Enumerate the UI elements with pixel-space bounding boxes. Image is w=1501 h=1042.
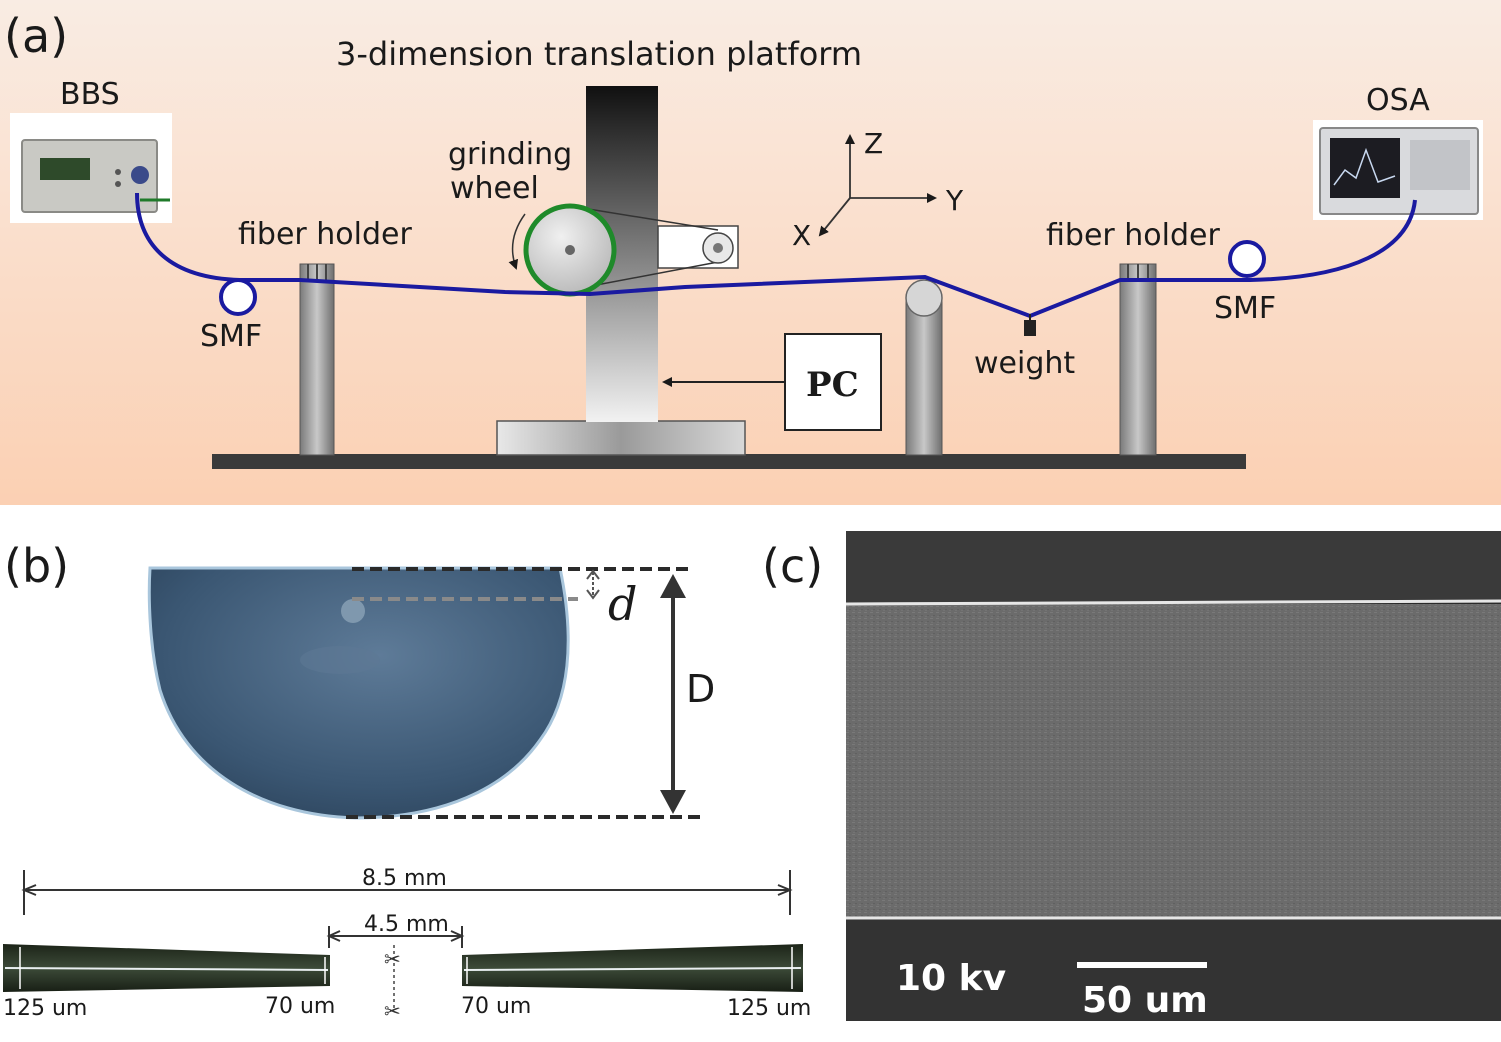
left-waist-diameter-label: 70 um	[265, 994, 335, 1019]
smf-left-label: SMF	[200, 319, 262, 354]
sem-bottom-background	[846, 920, 1501, 1021]
weight-label: weight	[974, 346, 1075, 381]
left-end-diameter-label: 125 um	[3, 996, 87, 1021]
sem-scale-label: 50 um	[1082, 980, 1208, 1021]
fiber-holder-right	[1119, 263, 1157, 456]
pc-label: PC	[806, 365, 859, 405]
sem-top-background	[846, 531, 1501, 603]
sem-surface-tone	[846, 604, 1501, 918]
taper-right-core	[463, 967, 802, 971]
total-length-arrow-heads	[21, 884, 793, 896]
smf-loop-right	[1228, 240, 1266, 278]
coordinate-axes	[818, 134, 937, 237]
D-arrow-bottom	[660, 790, 686, 814]
fiber-holder-left-label: fiber holder	[238, 217, 412, 252]
bbs-label: BBS	[60, 77, 120, 112]
axis-x-label: X	[792, 219, 811, 252]
grinding-wheel-label-line2: wheel	[450, 171, 539, 206]
gap-arrow-heads	[326, 930, 465, 942]
sem-fiber-surface	[846, 604, 1501, 918]
osa-instrument	[1313, 120, 1483, 220]
d-arrow-heads	[586, 569, 600, 600]
sem-scale-bar	[1077, 962, 1207, 968]
panel-c-label: (c)	[762, 539, 823, 593]
pulley-post	[905, 279, 943, 456]
diameter-markers	[19, 947, 793, 989]
osa-label: OSA	[1366, 83, 1430, 118]
panel-b-label: (b)	[4, 539, 69, 593]
panel-c: (c) 10 kv 50 um	[762, 531, 1501, 1021]
axis-z-label: Z	[864, 127, 883, 160]
panel-a: (a) 3-dimension translation platform BBS…	[0, 0, 1501, 505]
grinding-wheel	[523, 203, 617, 297]
right-waist-diameter-label: 70 um	[461, 994, 531, 1019]
gap-length-label: 4.5 mm	[364, 912, 449, 937]
panel-b: (b) d D 8.5 mm 4.5 mm	[3, 539, 811, 1023]
sem-top-edge	[845, 599, 1501, 606]
fiber-holder-right-label: fiber holder	[1046, 218, 1220, 253]
cross-section-highlight	[300, 646, 380, 674]
scissors-icon-bottom: ✂	[384, 999, 401, 1023]
pc-box	[784, 333, 882, 431]
taper-left-core	[4, 967, 329, 971]
panel-a-label: (a)	[4, 9, 68, 63]
sem-voltage-label: 10 kv	[896, 958, 1006, 999]
cut-marks: ✂ ✂	[384, 945, 401, 1023]
scissors-icon-top: ✂	[384, 947, 401, 971]
stage-base	[496, 420, 746, 456]
fiber-core	[341, 599, 365, 623]
axis-y-label: Y	[945, 184, 964, 217]
panel-a-background	[0, 0, 1501, 505]
bbs-instrument	[10, 113, 172, 223]
rotation-arrow	[508, 213, 526, 270]
D-arrow-top	[660, 574, 686, 598]
grinding-wheel-label-line1: grinding	[448, 137, 572, 172]
belt-drive	[569, 205, 739, 291]
fiber-holder-left	[299, 263, 335, 456]
platform-label: 3-dimension translation platform	[336, 35, 862, 73]
weight-block	[1024, 320, 1036, 336]
total-length-label: 8.5 mm	[362, 866, 447, 891]
right-end-diameter-label: 125 um	[727, 996, 811, 1021]
optical-fiber	[135, 192, 1417, 319]
smf-right-label: SMF	[1214, 291, 1276, 326]
d-label: d	[608, 577, 637, 631]
smf-loop-left	[219, 278, 257, 316]
base-rail	[212, 454, 1246, 469]
D-label: D	[686, 667, 715, 711]
